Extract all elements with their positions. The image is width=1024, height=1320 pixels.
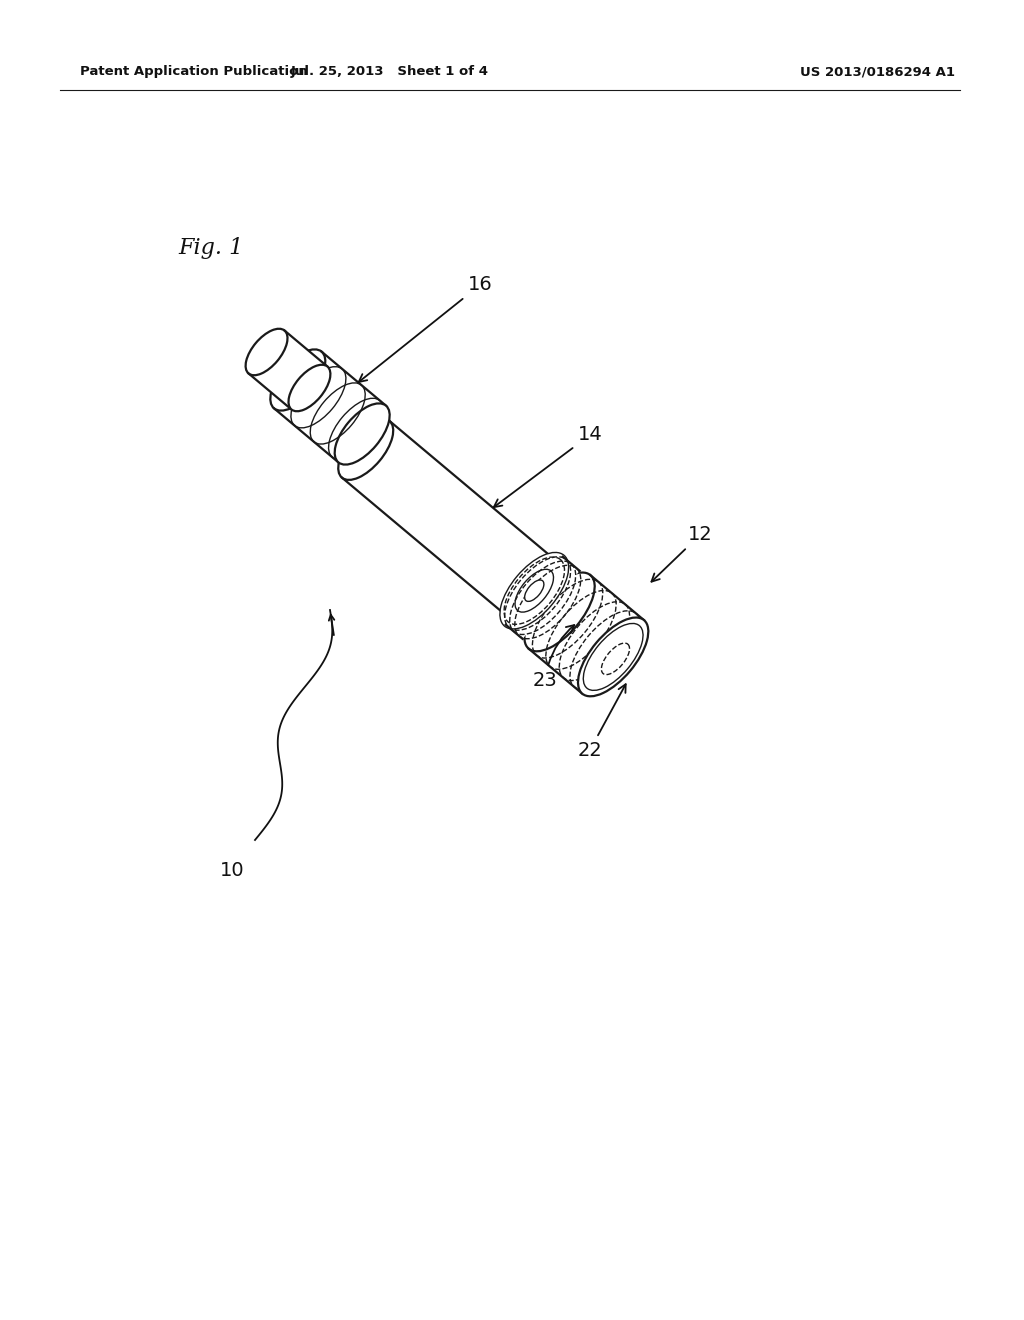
Polygon shape: [274, 351, 386, 462]
Text: 23: 23: [532, 626, 574, 689]
Polygon shape: [506, 557, 580, 639]
Text: 10: 10: [220, 861, 245, 879]
Polygon shape: [528, 576, 644, 694]
Text: US 2013/0186294 A1: US 2013/0186294 A1: [800, 66, 955, 78]
Ellipse shape: [507, 560, 562, 622]
Text: 14: 14: [494, 425, 602, 507]
Ellipse shape: [338, 418, 393, 480]
Ellipse shape: [524, 579, 544, 602]
Ellipse shape: [289, 364, 331, 412]
Polygon shape: [342, 421, 558, 619]
Text: 12: 12: [651, 525, 713, 582]
Ellipse shape: [578, 618, 648, 697]
Text: 16: 16: [358, 276, 493, 381]
Text: Jul. 25, 2013   Sheet 1 of 4: Jul. 25, 2013 Sheet 1 of 4: [291, 66, 489, 78]
Ellipse shape: [500, 553, 568, 628]
Ellipse shape: [524, 573, 595, 651]
Ellipse shape: [601, 643, 630, 675]
Ellipse shape: [270, 350, 326, 411]
Text: Patent Application Publication: Patent Application Publication: [80, 66, 308, 78]
Ellipse shape: [246, 329, 288, 375]
Text: 22: 22: [578, 684, 626, 759]
Ellipse shape: [584, 623, 643, 690]
Polygon shape: [249, 330, 328, 409]
Ellipse shape: [335, 404, 390, 465]
Text: Fig. 1: Fig. 1: [178, 238, 244, 259]
